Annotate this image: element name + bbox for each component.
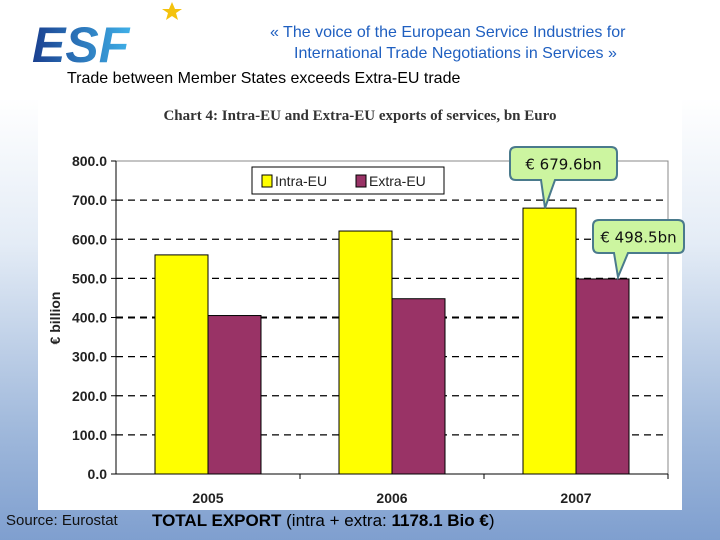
tagline: « The voice of the European Service Indu… <box>270 22 710 64</box>
callout-label: € 498.5bn <box>600 229 676 247</box>
tagline-line2: International Trade Negotiations in Serv… <box>294 45 617 62</box>
legend <box>251 166 445 195</box>
total-close: ) <box>488 511 495 530</box>
legend-swatch <box>261 174 273 188</box>
legend-swatch <box>355 174 367 188</box>
y-tick-label: 200.0 <box>72 388 107 404</box>
callout-bubble <box>592 219 685 281</box>
total-value: 1178.1 Bio € <box>391 511 489 530</box>
y-tick-label: 100.0 <box>72 427 107 443</box>
source-note: Source: Eurostat <box>6 512 118 529</box>
legend-label: Extra-EU <box>369 173 426 189</box>
x-tick-label: 2006 <box>376 490 407 506</box>
y-tick-label: 0.0 <box>88 466 108 482</box>
total-text: (intra + extra: <box>281 511 392 530</box>
tagline-line1: « The voice of the European Service Indu… <box>270 24 626 41</box>
y-tick-label: 500.0 <box>72 270 107 286</box>
x-tick-label: 2005 <box>192 490 223 506</box>
esf-logo: ESF <box>32 2 182 70</box>
header-background <box>0 0 720 100</box>
total-label: TOTAL EXPORT <box>152 511 282 530</box>
callout-label: € 679.6bn <box>525 156 601 174</box>
bar-intra-eu-2007 <box>522 207 577 475</box>
callout-bubble <box>509 146 618 209</box>
bar-intra-eu-2005 <box>154 254 209 475</box>
y-tick-label: 600.0 <box>72 231 107 247</box>
y-tick-label: 700.0 <box>72 192 107 208</box>
bar-extra-eu-2007 <box>575 278 630 475</box>
x-tick-label: 2007 <box>560 490 591 506</box>
bar-extra-eu-2005 <box>207 315 262 475</box>
bar-intra-eu-2006 <box>338 230 393 475</box>
headline: Trade between Member States exceeds Extr… <box>67 70 461 87</box>
svg-text:ESF: ESF <box>32 17 131 70</box>
y-tick-label: 300.0 <box>72 349 107 365</box>
total-export-note: TOTAL EXPORT (intra + extra: 1178.1 Bio … <box>152 511 495 531</box>
y-tick-label: 800.0 <box>72 153 107 169</box>
legend-label: Intra-EU <box>275 173 327 189</box>
y-axis-label: € billion <box>47 292 63 345</box>
bar-extra-eu-2006 <box>391 298 446 475</box>
chart-title: Chart 4: Intra-EU and Extra-EU exports o… <box>163 108 557 124</box>
y-tick-label: 400.0 <box>72 310 107 326</box>
star-icon <box>162 2 182 20</box>
